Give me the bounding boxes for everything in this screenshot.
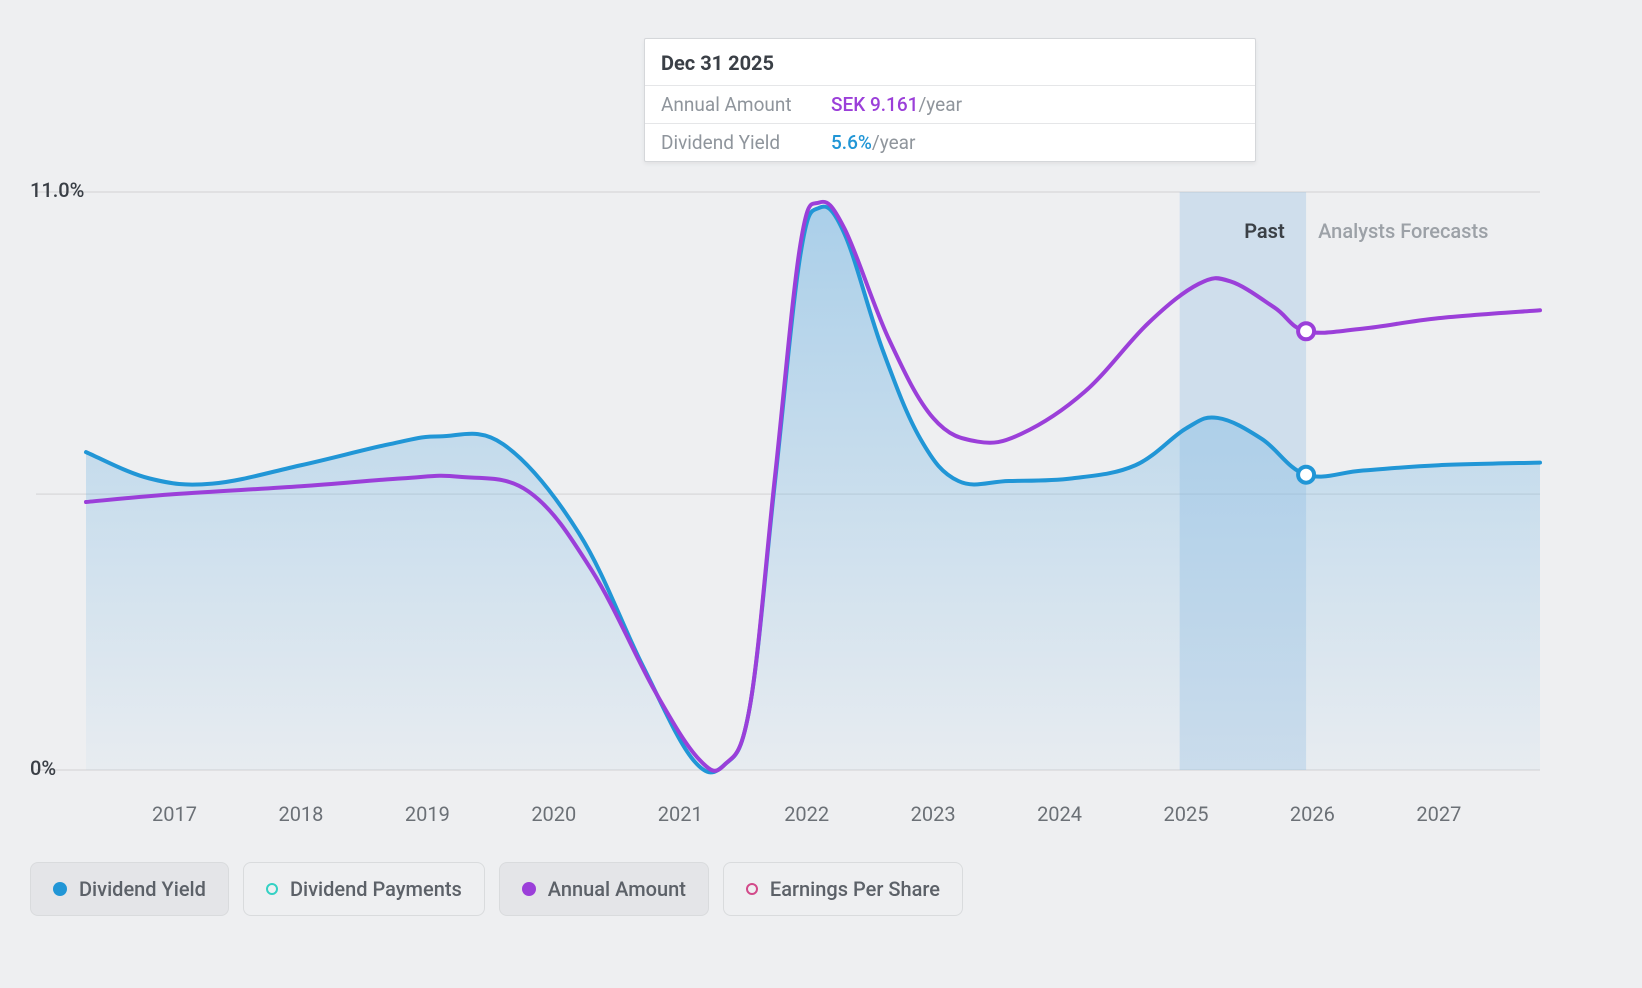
x-axis-tick: 2020 xyxy=(531,802,576,826)
legend-item-dividend-payments[interactable]: Dividend Payments xyxy=(243,862,485,916)
y-axis-tick: 11.0% xyxy=(30,178,84,202)
chart-legend: Dividend Yield Dividend Payments Annual Am… xyxy=(30,862,963,916)
legend-item-annual-amount[interactable]: Annual Amount xyxy=(499,862,709,916)
x-axis-tick: 2026 xyxy=(1290,802,1335,826)
x-axis-tick: 2023 xyxy=(911,802,956,826)
x-axis-tick: 2024 xyxy=(1037,802,1082,826)
tooltip-date: Dec 31 2025 xyxy=(645,39,1255,85)
legend-item-earnings-per-share[interactable]: Earnings Per Share xyxy=(723,862,963,916)
x-axis-tick: 2027 xyxy=(1416,802,1461,826)
past-label: Past xyxy=(1244,219,1285,243)
tooltip-unit: /year xyxy=(872,131,916,154)
x-axis-tick: 2017 xyxy=(152,802,197,826)
tooltip-row-annual-amount: Annual Amount SEK 9.161/year xyxy=(645,85,1255,123)
legend-item-dividend-yield[interactable]: Dividend Yield xyxy=(30,862,229,916)
tooltip-label: Annual Amount xyxy=(661,93,831,116)
y-axis-tick: 0% xyxy=(30,756,56,780)
legend-swatch-icon xyxy=(53,882,67,896)
x-axis-tick: 2019 xyxy=(405,802,450,826)
marker-annual_amount xyxy=(1298,323,1314,339)
tooltip-value: 5.6% xyxy=(831,131,872,154)
tooltip-value: SEK 9.161 xyxy=(831,93,918,116)
legend-label: Dividend Payments xyxy=(290,877,462,901)
x-axis-tick: 2021 xyxy=(658,802,703,826)
x-axis-tick: 2018 xyxy=(278,802,323,826)
legend-swatch-icon xyxy=(266,883,278,895)
legend-label: Earnings Per Share xyxy=(770,877,940,901)
legend-label: Dividend Yield xyxy=(79,877,206,901)
x-axis-tick: 2022 xyxy=(784,802,829,826)
tooltip-row-dividend-yield: Dividend Yield 5.6%/year xyxy=(645,123,1255,161)
tooltip-label: Dividend Yield xyxy=(661,131,831,154)
legend-swatch-icon xyxy=(746,883,758,895)
forecast-label: Analysts Forecasts xyxy=(1318,219,1488,243)
marker-dividend_yield xyxy=(1298,467,1314,483)
tooltip-unit: /year xyxy=(918,93,962,116)
legend-label: Annual Amount xyxy=(548,877,686,901)
x-axis-tick: 2025 xyxy=(1163,802,1208,826)
legend-swatch-icon xyxy=(522,882,536,896)
chart-tooltip: Dec 31 2025 Annual Amount SEK 9.161/year… xyxy=(644,38,1256,162)
